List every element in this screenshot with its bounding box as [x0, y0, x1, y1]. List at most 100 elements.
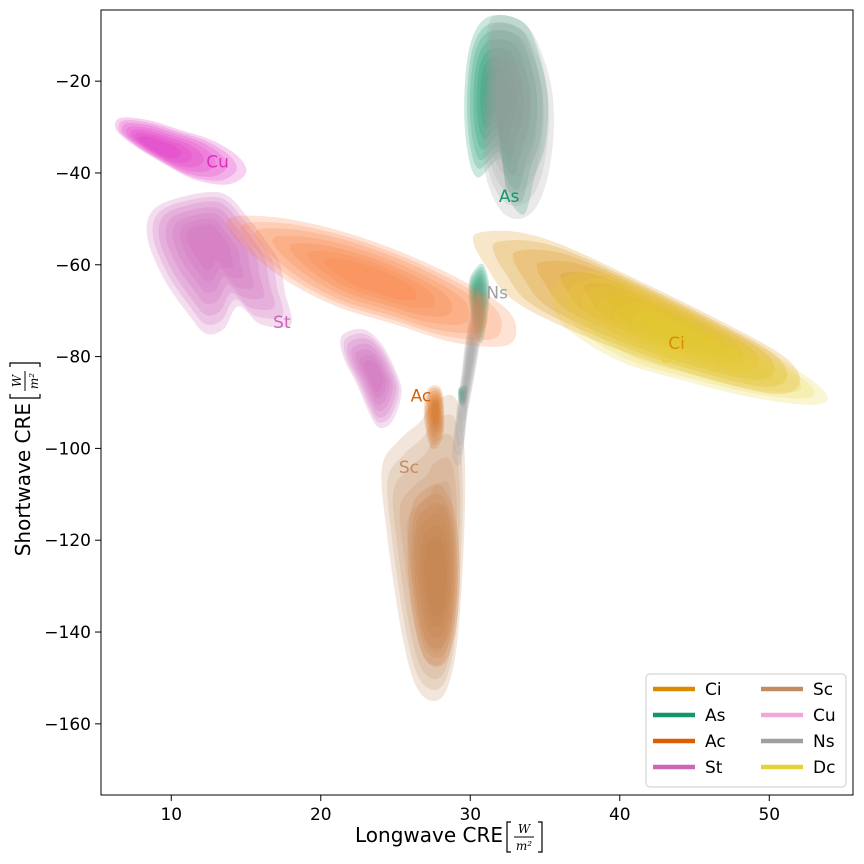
y-tick-label--160: −160	[44, 715, 91, 735]
contour-ac-blob0-level2	[413, 502, 456, 649]
contour-ac-blob1-level5	[430, 400, 440, 429]
contour-sc-blob0-level2	[392, 433, 460, 679]
cluster-label-ac: Ac	[411, 387, 432, 407]
legend-label-sc: Sc	[813, 680, 833, 700]
contour-st-blob1-level4	[355, 349, 390, 405]
y-tick-label--20: −20	[55, 72, 91, 92]
contour-dc-blob0-level4	[614, 302, 770, 378]
x-axis-title: Longwave CRE W m²	[355, 821, 543, 853]
contour-st-blob0-level3	[165, 207, 265, 305]
contour-ns-blob1-level5	[461, 326, 477, 410]
contour-unlabeled-8-blob0-level3	[272, 235, 470, 325]
contour-dc-blob0-level3	[597, 293, 786, 386]
contour-st-blob0-level1	[152, 196, 284, 326]
y-axis: −20 −40 −60 −80 −100 −120 −140 −160	[44, 72, 101, 735]
legend-entry-dc: Dc	[761, 758, 835, 778]
contour-st-blob0-level4	[172, 212, 254, 293]
contour-ns-blob1-level0	[452, 276, 486, 466]
contour-sc-blob0-level4	[406, 481, 454, 653]
density-as	[457, 15, 549, 406]
contour-sc-blob0-level0	[381, 394, 466, 702]
y-tick-label--120: −120	[44, 531, 91, 551]
legend-label-dc: Dc	[813, 758, 835, 778]
y-unit-numerator: W	[10, 373, 24, 387]
contour-st-blob1-level0	[340, 328, 402, 429]
contour-ci-blob0-level6	[608, 294, 714, 347]
contour-ac-blob1-level0	[423, 385, 445, 450]
contour-ci-blob0-level2	[512, 249, 775, 380]
density-ac	[407, 385, 460, 667]
contour-sc-blob0-level6	[420, 528, 448, 627]
contour-ns-blob0-level4	[491, 48, 532, 163]
contour-as-blob2-level2	[458, 387, 467, 404]
contour-ac-blob0-level5	[424, 536, 448, 617]
contour-as-blob2-level0	[457, 385, 468, 406]
contour-ci-blob0-level1	[492, 240, 788, 387]
cluster-label-dc: Dc	[661, 348, 683, 368]
contour-as-blob1-level6	[474, 286, 482, 312]
cluster-label-cu: Cu	[206, 152, 229, 172]
contour-st-blob1-level3	[351, 343, 393, 412]
y-axis-unit: W m²	[9, 362, 41, 399]
contour-as-blob1-level1	[469, 266, 489, 339]
legend-entry-ns: Ns	[761, 732, 835, 752]
contour-ac-blob1-level2	[426, 390, 443, 442]
contour-st-blob1-level2	[347, 338, 397, 418]
x-unit-numerator: W	[518, 822, 532, 836]
legend-entry-sc: Sc	[761, 680, 833, 700]
contour-ac-blob0-level1	[410, 493, 458, 658]
contour-as-blob0-level5	[480, 57, 518, 146]
contour-dc-blob0-level2	[580, 285, 802, 393]
contour-cu-blob0-level0	[114, 117, 247, 185]
contour-ns-blob0-level6	[496, 66, 520, 132]
cluster-label-sc: Sc	[399, 458, 419, 478]
contour-ac-blob1-level6	[432, 403, 439, 424]
density-ns	[452, 14, 555, 466]
plot-area: Ci As Ac St Sc Cu Ns Dc	[100, 9, 854, 796]
contour-ac-blob1-level3	[427, 393, 442, 438]
contour-dc-blob0-level0	[551, 270, 829, 405]
contour-st-blob1-level1	[343, 333, 399, 423]
contour-ns-blob1-level4	[459, 315, 479, 422]
y-unit-denominator: m²	[27, 373, 41, 389]
contour-as-blob0-level2	[469, 30, 538, 190]
legend-entry-ac: Ac	[653, 732, 726, 752]
contour-sc-blob0-level1	[387, 414, 463, 691]
y-unit-left-bracket	[9, 394, 41, 399]
y-axis-title: Shortwave CRE W m²	[9, 362, 41, 556]
contour-as-blob2-level1	[458, 386, 468, 405]
contour-cu-blob0-level2	[121, 122, 228, 177]
density-unlabeled-8	[226, 215, 517, 347]
contour-dc-blob0-level6	[648, 319, 738, 363]
contour-cu-blob0-level3	[126, 126, 216, 173]
contour-as-blob1-level2	[470, 270, 488, 334]
legend-entry-st: St	[653, 758, 723, 778]
contour-unlabeled-8-blob0-level0	[226, 215, 517, 347]
contour-cu-blob0-level4	[130, 129, 205, 168]
legend-label-ci: Ci	[705, 680, 722, 700]
x-tick-label-10: 10	[160, 805, 182, 825]
density-dc	[551, 270, 829, 405]
contour-ci-blob0-level5	[584, 283, 729, 356]
legend-box	[645, 673, 847, 788]
density-st	[146, 191, 402, 429]
contour-ns-blob0-level2	[486, 29, 544, 194]
contour-ci-blob0-level4	[560, 271, 744, 364]
contour-ac-blob1-level1	[425, 388, 444, 446]
contour-unlabeled-8-blob0-level5	[306, 250, 435, 309]
legend-label-ns: Ns	[813, 732, 835, 752]
contour-as-blob1-level4	[472, 278, 485, 323]
contour-ac-blob0-level3	[416, 513, 453, 639]
legend-entry-as: As	[653, 706, 726, 726]
x-unit-denominator: m²	[516, 839, 532, 853]
y-axis-label: Shortwave CRE	[11, 403, 35, 556]
contour-as-blob2-level5	[460, 391, 465, 401]
contour-st-blob1-level6	[363, 360, 384, 392]
cluster-label-ci: Ci	[668, 334, 685, 354]
legend-entry-cu: Cu	[761, 706, 836, 726]
x-unit-right-bracket	[538, 821, 543, 853]
contour-as-blob2-level4	[460, 389, 466, 402]
contour-ac-blob0-level4	[420, 524, 450, 628]
contour-unlabeled-8-blob0-level4	[289, 243, 453, 317]
